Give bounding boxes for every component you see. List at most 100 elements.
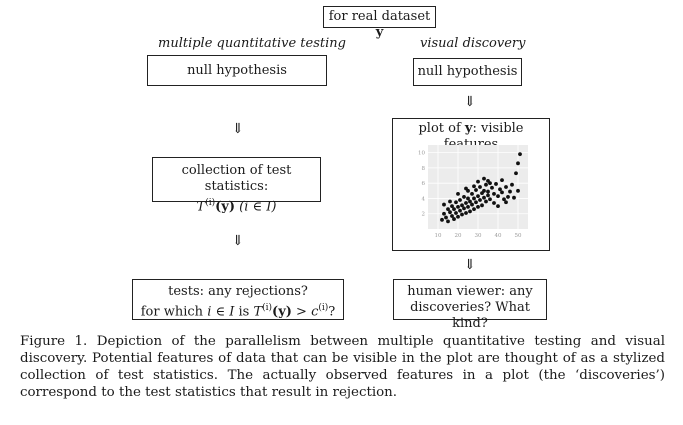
scatter-point — [476, 204, 480, 209]
scatter-point — [486, 193, 490, 198]
scatter-point — [496, 194, 500, 199]
human-viewer-box: human viewer: any discoveries? What kind… — [393, 279, 547, 331]
right-column-heading: visual discovery — [420, 36, 526, 51]
scatter-point — [460, 203, 464, 208]
scatter-point — [440, 217, 444, 222]
human-viewer-line1: human viewer: any — [407, 284, 533, 299]
scatter-point — [500, 190, 504, 195]
scatter-point — [498, 187, 502, 192]
left-null-hypothesis-box: null hypothesis — [147, 55, 327, 86]
scatter-point — [486, 178, 490, 183]
scatter-point — [466, 204, 470, 209]
scatter-point — [490, 185, 494, 190]
scatter-point — [510, 182, 514, 187]
scatter-point — [456, 204, 460, 209]
left-arrow-1: ⇓ — [232, 121, 244, 137]
scatter-point — [492, 201, 496, 205]
scatter-point — [476, 194, 480, 199]
scatter-point — [494, 182, 498, 186]
scatter-point — [464, 201, 468, 205]
scatter-point — [476, 179, 480, 184]
scatter-point — [482, 195, 486, 200]
scatter-point — [488, 197, 492, 202]
scatter-point — [514, 171, 518, 176]
scatter-point — [484, 182, 488, 187]
scatter-point — [454, 200, 458, 205]
top-box-var: y — [375, 25, 384, 40]
test-statistics-formula: T(i)(y) (i ∈ I) — [196, 198, 277, 215]
scatter-point — [448, 210, 452, 215]
scatter-point — [458, 198, 462, 202]
y-tick-label: 2 — [422, 212, 426, 218]
scatter-point — [460, 212, 464, 217]
scatter-point — [478, 198, 482, 202]
scatter-point — [482, 176, 486, 181]
test-statistics-line1: collection of test statistics: — [181, 163, 292, 194]
scatter-point — [456, 214, 460, 219]
scatter-point — [450, 214, 454, 218]
scatter-point — [446, 207, 450, 212]
figure-caption-text: Figure 1. Depiction of the parallelism b… — [20, 334, 665, 400]
scatter-point — [496, 204, 500, 208]
y-tick-label: 6 — [422, 181, 426, 187]
scatter-point — [468, 209, 472, 214]
scatter-point — [492, 191, 496, 196]
test-statistics-box: collection of test statistics: T(i)(y) (… — [152, 157, 321, 214]
scatter-point — [468, 199, 472, 204]
tests-rejections-box: tests: any rejections? for which i ∈ I i… — [132, 279, 344, 320]
scatter-point — [442, 202, 446, 207]
scatter-point — [484, 199, 488, 204]
scatter-point — [516, 161, 520, 166]
scatter-point — [444, 215, 448, 220]
scatter-point — [472, 184, 476, 189]
scatter-point — [480, 203, 484, 208]
figure-caption: Figure 1. Depiction of the parallelism b… — [20, 333, 665, 401]
right-arrow-1: ⇓ — [464, 94, 476, 110]
left-column-heading: multiple quantitative testing — [158, 36, 346, 51]
scatter-point — [486, 189, 490, 194]
left-arrow-2: ⇓ — [232, 233, 244, 249]
x-tick-label: 20 — [455, 233, 462, 239]
x-tick-label: 30 — [475, 233, 482, 239]
x-tick-label: 10 — [435, 233, 442, 239]
scatter-point — [472, 196, 476, 201]
y-tick-label: 10 — [418, 151, 425, 157]
scatter-point — [446, 219, 450, 224]
x-tick-label: 50 — [515, 233, 522, 239]
scatter-point — [462, 206, 466, 211]
x-tick-label: 40 — [495, 233, 502, 239]
scatter-point — [474, 200, 478, 205]
y-tick-label: 8 — [422, 166, 426, 172]
scatter-point — [450, 204, 454, 208]
scatter-point — [452, 207, 456, 212]
scatter-point — [504, 200, 508, 205]
scatter-point — [516, 188, 520, 193]
scatter-point — [508, 189, 512, 194]
scatter-point — [464, 186, 468, 191]
plot-box: plot of y: visible features 10 20 30 40 50 2 4… — [392, 118, 550, 251]
scatter-plot: 10 20 30 40 50 2 4 6 8 10 — [418, 145, 528, 239]
top-box: for real dataset y — [323, 6, 436, 40]
tests-line2: for which i ∈ I is T(i)(y) > c(i)? — [140, 303, 336, 320]
scatter-point — [442, 211, 446, 216]
scatter-point — [474, 188, 478, 192]
scatter-point — [472, 207, 476, 212]
scatter-point — [470, 191, 474, 196]
top-box-text: for real dataset — [328, 9, 431, 24]
scatter-point — [458, 208, 462, 213]
scatter-point — [518, 152, 522, 157]
scatter-point — [452, 217, 456, 221]
scatter-point — [512, 195, 516, 200]
tests-line1: tests: any rejections? — [168, 284, 308, 299]
right-null-hypothesis-text: null hypothesis — [417, 64, 518, 79]
scatter-point — [500, 178, 504, 183]
y-tick-label: 4 — [422, 196, 426, 202]
scatter-point — [464, 211, 468, 215]
scatter-point — [454, 211, 458, 215]
scatter-point — [448, 199, 452, 204]
scatter-point — [462, 195, 466, 199]
scatter-point — [478, 185, 482, 189]
scatter-point — [470, 202, 474, 207]
scatter-point — [482, 188, 486, 193]
scatter-point — [502, 197, 506, 202]
